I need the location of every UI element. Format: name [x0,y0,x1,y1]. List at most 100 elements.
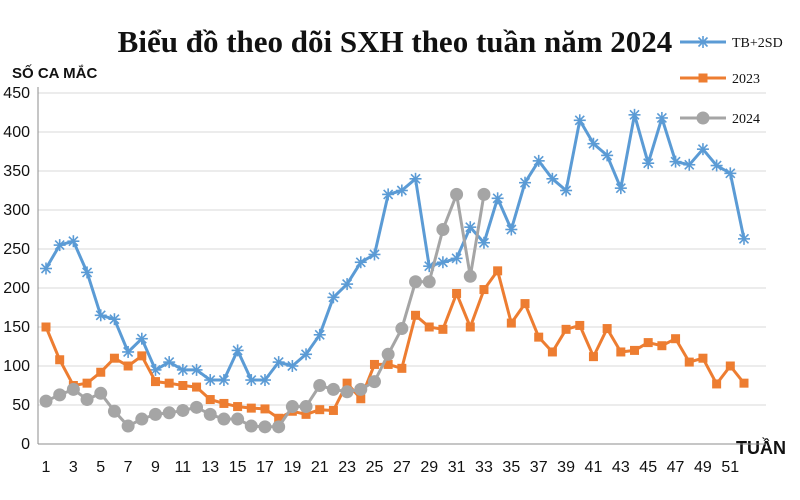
data-point-star [669,155,682,168]
data-point-square [397,363,407,373]
x-tick-label: 13 [201,459,219,476]
y-tick-label: 250 [3,241,30,258]
star-stroke [205,374,216,386]
data-point-star [204,374,217,387]
data-point-star [532,154,545,167]
x-tick-label: 51 [721,459,739,476]
data-point-square [424,322,434,332]
data-point-square [534,332,544,342]
star-stroke [588,138,599,149]
data-point-star [642,157,655,170]
star-stroke [697,144,709,155]
data-point-square [561,324,571,334]
x-tick-label: 31 [448,459,466,476]
star-stroke [725,168,736,179]
data-point-star [450,252,463,265]
data-point-star [436,256,449,269]
data-point-square [383,359,393,369]
data-point-square [192,382,202,392]
data-point-circle [148,407,162,421]
x-tick-label: 9 [151,459,160,476]
data-point-square [671,334,681,344]
star-stroke [629,109,640,120]
chart-title: Biểu đồ theo dõi SXH theo tuần năm 2024 [118,24,673,59]
data-point-square [82,378,92,388]
data-point-star [163,356,176,369]
data-point-square [452,288,462,298]
star-stroke [177,364,188,375]
data-point-circle [395,322,409,336]
data-point-star [710,159,723,172]
data-point-square [506,318,516,328]
data-point-star [601,149,614,162]
star-stroke [615,183,626,194]
data-point-star [696,143,709,156]
x-tick-label: 43 [612,459,630,476]
data-point-circle [162,406,176,420]
data-point-circle [272,420,286,434]
data-point-square [233,402,243,412]
data-point-circle [190,400,204,414]
data-point-star [655,111,668,124]
data-point-square [575,320,585,330]
data-point-square [643,338,653,348]
data-point-square [109,353,119,363]
data-point-circle [367,375,381,389]
y-tick-label: 150 [3,319,30,336]
data-point-square [301,409,311,419]
x-tick-label: 19 [283,459,301,476]
star-stroke [451,253,462,264]
star-stroke [95,310,106,321]
y-tick-label: 450 [3,85,30,102]
star-stroke [136,333,147,344]
x-tick-label: 45 [639,459,657,476]
data-point-square [630,345,640,355]
data-point-square [246,403,256,413]
data-point-square [712,379,722,389]
star-stroke [738,233,750,244]
data-point-circle [299,400,313,414]
data-point-square [328,405,338,415]
data-point-square [698,73,708,83]
star-stroke [273,357,284,368]
data-point-square [657,341,667,351]
data-point-circle [409,275,423,289]
star-stroke [519,177,531,188]
data-point-star [341,278,354,291]
data-point-star [573,114,586,127]
data-point-square [520,299,530,309]
data-point-star [231,344,244,357]
data-point-circle [354,382,368,396]
star-stroke [602,150,613,161]
y-tick-label: 300 [3,202,30,219]
x-tick-label: 11 [175,459,192,476]
data-point-square [137,351,147,361]
legend: TB+2SD 2023 2024 [680,36,783,127]
data-point-star [245,374,258,387]
data-point-star [53,239,66,252]
data-point-star [176,363,189,376]
data-point-circle [313,379,327,392]
data-point-star [81,266,94,279]
star-stroke [574,115,585,126]
star-stroke [547,173,558,184]
data-point-square [260,404,270,414]
star-stroke [369,249,380,260]
data-point-square [356,394,366,404]
star-stroke [232,345,243,356]
data-point-star [122,345,135,358]
data-point-square [41,322,51,332]
x-tick-label: 41 [585,459,603,476]
data-point-star [190,363,203,376]
data-point-star [738,232,750,245]
legend-item: TB+2SD [680,36,783,51]
data-series [39,108,750,434]
data-point-circle [696,111,710,125]
data-point-star [683,158,696,171]
star-stroke [410,173,421,184]
data-point-square [684,357,694,367]
data-point-circle [94,386,108,400]
x-tick-label: 21 [311,459,329,476]
data-point-star [108,313,121,326]
star-stroke [218,374,229,386]
